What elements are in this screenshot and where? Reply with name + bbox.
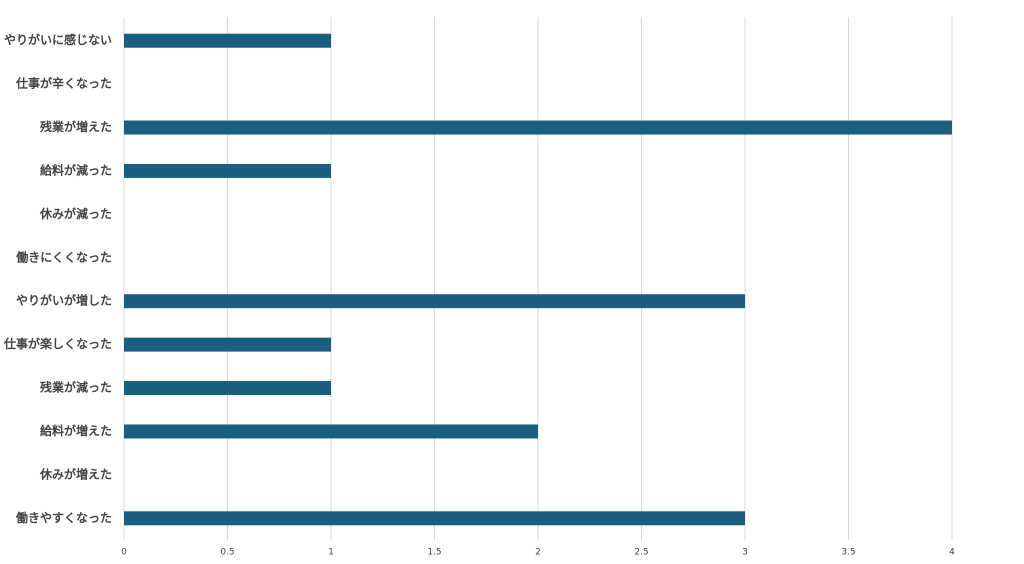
y-tick-label: 残業が増えた <box>40 119 112 134</box>
y-tick-label: 働きやすくなった <box>15 510 112 525</box>
y-tick-label: 給料が減った <box>40 162 112 177</box>
y-tick-label: やりがいが増した <box>16 293 112 308</box>
x-tick-label: 4 <box>949 548 955 558</box>
bar <box>124 163 331 178</box>
y-tick-label: 残業が減った <box>40 380 112 395</box>
y-tick-label: 休みが減った <box>39 206 112 221</box>
y-tick-label: やりがいに感じない <box>4 32 112 47</box>
bar <box>124 337 331 352</box>
bar <box>124 381 331 396</box>
x-tick-label: 0.5 <box>220 548 234 558</box>
x-tick-label: 2 <box>535 548 541 558</box>
x-tick-label: 3 <box>742 548 748 558</box>
y-tick-label: 働きにくくなった <box>15 249 112 264</box>
x-tick-label: 0 <box>121 548 127 558</box>
bar <box>124 33 331 48</box>
x-tick-label: 1 <box>328 548 334 558</box>
y-tick-label: 仕事が辛くなった <box>15 76 112 91</box>
bar <box>124 120 952 135</box>
bar <box>124 294 745 309</box>
y-tick-label: 休みが増えた <box>39 466 112 481</box>
x-tick-label: 3.5 <box>841 548 855 558</box>
y-tick-label: 仕事が楽しくなった <box>3 336 112 351</box>
x-tick-label: 2.5 <box>634 548 648 558</box>
x-tick-label: 1.5 <box>427 548 441 558</box>
bar <box>124 424 538 439</box>
bar <box>124 511 745 526</box>
y-tick-label: 給料が増えた <box>40 423 112 438</box>
